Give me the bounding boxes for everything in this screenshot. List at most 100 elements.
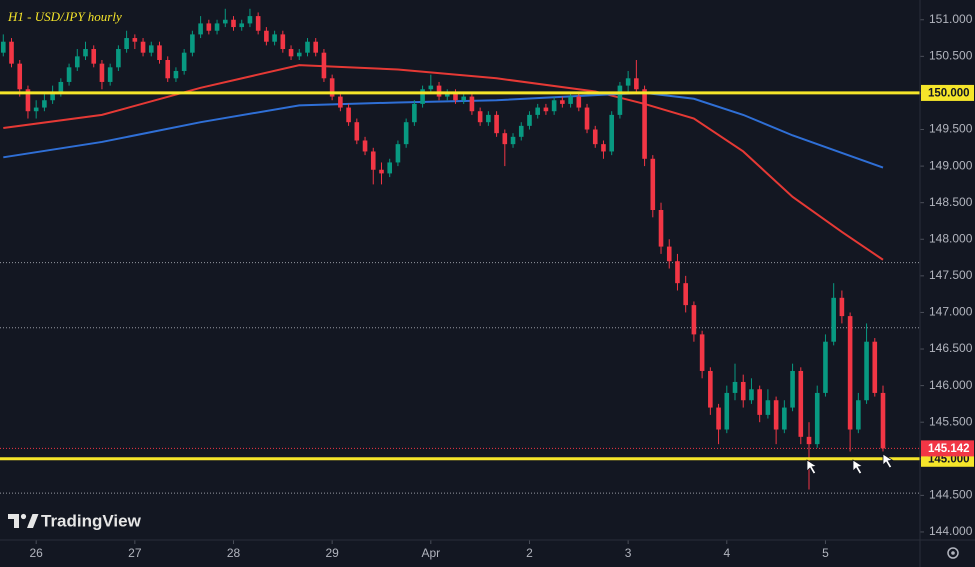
candle-body: [412, 103, 417, 123]
y-tick-label: 147.000: [929, 305, 973, 319]
x-tick-label: 2: [526, 546, 533, 560]
candle-body: [518, 125, 524, 137]
candle-body: [116, 49, 121, 68]
x-tick-label: Apr: [421, 546, 440, 560]
candle-body: [148, 45, 154, 53]
settings-icon[interactable]: [947, 547, 959, 559]
settings-gear-center[interactable]: [951, 551, 955, 555]
candle-body: [782, 407, 787, 430]
candle-body: [140, 41, 146, 53]
candle-body: [773, 400, 779, 430]
candle-body: [17, 63, 23, 90]
candle-body: [634, 78, 639, 90]
candle-body: [814, 392, 820, 445]
level-label-box: [921, 84, 974, 101]
candle-body: [9, 41, 14, 64]
y-tick-label: 149.000: [929, 158, 973, 172]
logo: TradingView: [8, 511, 142, 530]
candle-body: [25, 89, 31, 112]
arrow: [882, 453, 894, 469]
candle-body: [296, 52, 302, 57]
candle-body: [313, 41, 319, 53]
candle-body: [305, 41, 310, 53]
candle-body: [880, 392, 886, 449]
candle-body: [847, 316, 853, 430]
candle-body: [387, 162, 393, 174]
candle-body: [288, 49, 294, 57]
x-tick-label: 26: [29, 546, 43, 560]
candle-body: [757, 389, 762, 415]
candle-body: [321, 52, 327, 79]
candle-body: [280, 34, 286, 50]
y-tick-label: 146.000: [929, 378, 973, 392]
candle-body: [420, 89, 425, 104]
x-tick-label: 29: [325, 546, 339, 560]
candle-body: [395, 144, 401, 163]
candle-body: [839, 297, 845, 317]
candle-body: [642, 89, 647, 159]
candle-body: [379, 169, 384, 174]
y-tick-label: 144.500: [929, 488, 973, 502]
level-label: 150.000: [928, 87, 970, 99]
x-tick-label: 3: [625, 546, 632, 560]
logo-mark: [27, 514, 39, 528]
candle-body: [362, 140, 368, 152]
candle-body: [132, 38, 138, 42]
y-tick-label: 145.500: [929, 414, 973, 428]
candle-body: [190, 34, 195, 53]
back-layer: 144.000144.500145.000145.500146.000146.5…: [0, 12, 973, 560]
candle-body: [198, 23, 203, 35]
candle-body: [699, 334, 705, 371]
candle-body: [798, 370, 804, 437]
candle-body: [609, 114, 614, 152]
chart-title: H1 - USD/JPY hourly: [7, 9, 122, 24]
candle-body: [173, 70, 179, 79]
candle-body: [239, 23, 245, 28]
candle-body: [66, 67, 72, 82]
candle-body: [453, 92, 458, 101]
candle-body: [42, 100, 47, 108]
candle-body: [181, 52, 187, 71]
candle-body: [469, 96, 475, 112]
candle-body: [592, 129, 598, 145]
candle-body: [732, 381, 738, 393]
candle-body: [790, 370, 795, 408]
last-price-box: [921, 440, 974, 457]
candle-body: [247, 16, 253, 24]
candle-body: [486, 114, 491, 123]
candle-body: [749, 389, 754, 401]
candle-body: [502, 133, 508, 145]
candle-body: [83, 49, 88, 57]
last-price-label: 145.142: [928, 443, 970, 455]
candle-body: [683, 283, 688, 306]
candle-body: [403, 122, 409, 145]
candle-body: [831, 297, 836, 342]
candle-body: [494, 114, 499, 134]
y-tick-label: 149.500: [929, 122, 973, 136]
candle-body: [551, 100, 557, 112]
candle-body: [436, 85, 442, 97]
candle-body: [535, 107, 540, 115]
candle-body: [765, 400, 771, 415]
candle-body: [856, 400, 861, 430]
candle-body: [231, 19, 236, 28]
candle-body: [255, 16, 261, 31]
candle-body: [444, 92, 450, 97]
candle-body: [560, 100, 565, 104]
candle-body: [617, 85, 623, 115]
moving-average: [3, 91, 884, 169]
candle-body: [510, 136, 516, 145]
candle-body: [206, 23, 212, 31]
settings-gear[interactable]: [947, 547, 959, 559]
candle-body: [272, 34, 277, 42]
candle-body: [124, 38, 129, 50]
candle-body: [74, 56, 80, 68]
candle-body: [691, 305, 697, 335]
candle-body: [33, 107, 39, 112]
arrow: [806, 459, 818, 475]
candle-body: [338, 96, 343, 108]
y-tick-label: 148.000: [929, 231, 973, 245]
